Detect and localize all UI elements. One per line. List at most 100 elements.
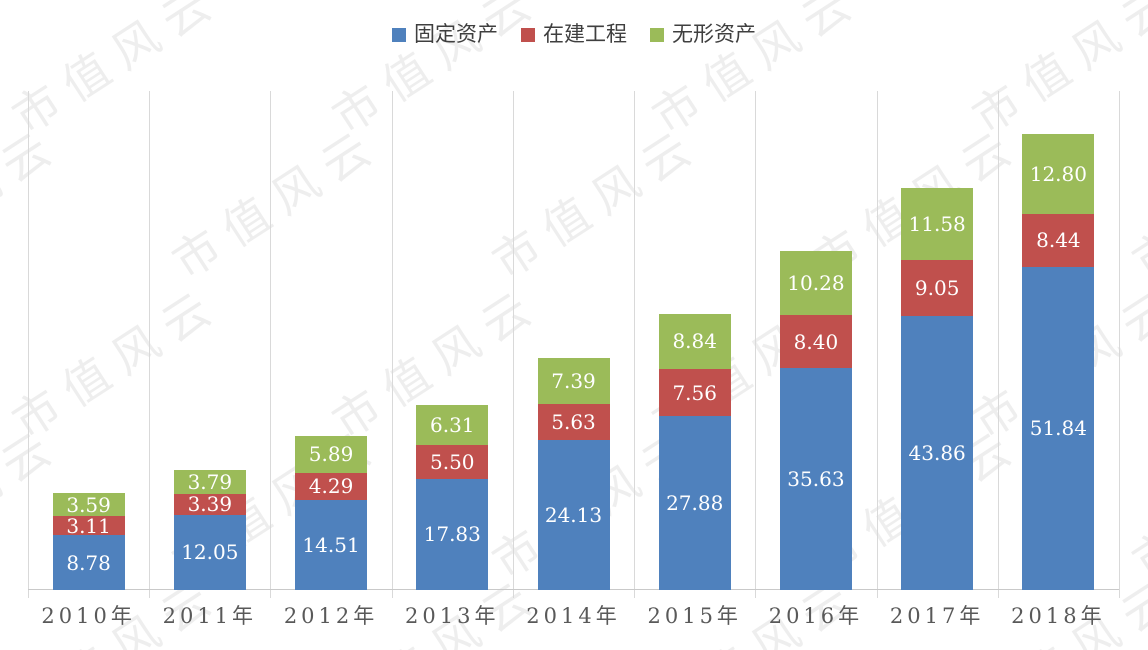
category-gridline: [149, 91, 151, 590]
x-axis-tick: [512, 590, 514, 598]
x-axis-label: 2016年: [768, 604, 864, 628]
value-label: 6.31: [430, 412, 475, 437]
x-axis-label: 2017年: [889, 604, 985, 628]
x-axis-label: 2011年: [162, 604, 258, 628]
bar-segment-无形资产: 8.84: [658, 313, 731, 369]
value-label: 24.13: [544, 502, 603, 527]
category-gridline: [270, 91, 272, 590]
stacked-bar-2011年: 3.79 3.39 12.05: [173, 469, 246, 590]
x-axis-tick: [1119, 590, 1120, 598]
bar-segment-在建工程: 9.05: [901, 260, 974, 317]
bar-segment-在建工程: 8.44: [1022, 214, 1095, 267]
value-label: 5.89: [308, 442, 354, 467]
stacked-bar-2016年: 10.28 8.40 35.63: [779, 251, 852, 590]
x-axis-label: 2014年: [526, 604, 621, 628]
plot-area: 3.59 3.11 8.78 3.79 3.39 12.05 5.89 4.29 14.51 6.…: [28, 91, 1120, 598]
x-axis-tick: [997, 590, 999, 598]
category-gridline: [997, 91, 999, 590]
bar-segment-无形资产: 7.39: [537, 358, 610, 405]
bar-segment-在建工程: 3.39: [173, 492, 246, 517]
stacked-bar-2018年: 12.80 8.44 51.84: [1022, 134, 1095, 590]
bar-segment-无形资产: 11.58: [901, 187, 974, 260]
value-label: 17.83: [423, 522, 481, 547]
bar-segment-在建工程: 5.50: [416, 444, 489, 479]
category-gridline: [391, 91, 393, 590]
legend-label-intangible-assets: 无形资产: [672, 22, 756, 46]
value-label: 7.56: [672, 380, 717, 405]
value-label: 8.78: [66, 550, 111, 575]
bar-segment-固定资产: 51.84: [1022, 266, 1095, 590]
bar-segment-固定资产: 27.88: [658, 416, 731, 590]
bar-segment-固定资产: 35.63: [779, 367, 852, 590]
value-label: 12.80: [1029, 162, 1087, 187]
bar-segment-固定资产: 8.78: [52, 535, 125, 590]
stacked-bar-2010年: 3.59 3.11 8.78: [52, 492, 125, 590]
watermark-text: 市值风云: [1122, 115, 1148, 290]
legend-label-fixed-assets: 固定资产: [414, 22, 498, 46]
category-gridline: [634, 91, 636, 590]
value-label: 51.84: [1029, 416, 1087, 441]
value-label: 11.58: [908, 211, 966, 236]
bar-segment-无形资产: 5.89: [295, 436, 368, 473]
value-label: 8.84: [672, 329, 717, 354]
bar-segment-无形资产: 10.28: [779, 251, 852, 316]
legend-item-fixed-assets: 固定资产: [392, 24, 498, 45]
x-axis-tick: [391, 590, 393, 598]
bar-segment-固定资产: 12.05: [173, 514, 246, 590]
bar-segment-在建工程: 7.56: [658, 368, 731, 417]
legend-swatch-fixed-assets: [392, 27, 406, 42]
bar-segment-在建工程: 3.11: [52, 513, 125, 538]
value-label: 7.39: [551, 369, 596, 394]
legend-label-construction-in-progress: 在建工程: [543, 22, 627, 46]
value-label: 5.63: [551, 409, 596, 434]
bar-segment-在建工程: 5.63: [537, 404, 610, 440]
stacked-bar-2013年: 6.31 5.50 17.83: [416, 405, 489, 590]
stacked-bar-2014年: 7.39 5.63 24.13: [537, 358, 610, 590]
bar-segment-在建工程: 8.40: [779, 315, 852, 368]
bar-segment-无形资产: 6.31: [416, 405, 489, 445]
bar-segment-无形资产: 3.79: [173, 469, 246, 494]
value-label: 12.05: [181, 540, 239, 565]
bar-segment-无形资产: 12.80: [1022, 134, 1095, 215]
stacked-bar-2015年: 8.84 7.56 27.88: [658, 313, 731, 590]
value-label: 27.88: [666, 491, 724, 516]
x-axis-label: 2010年: [41, 604, 136, 628]
legend-swatch-intangible-assets: [650, 27, 664, 42]
x-axis-tick: [634, 590, 636, 598]
value-label: 3.79: [187, 469, 233, 494]
value-label: 3.11: [66, 513, 111, 538]
bar-segment-固定资产: 43.86: [901, 316, 974, 590]
stacked-bar-2012年: 5.89 4.29 14.51: [295, 436, 368, 590]
chart-legend: 固定资产 在建工程 无形资产: [0, 24, 1148, 45]
bar-segment-在建工程: 4.29: [295, 472, 368, 500]
x-axis-tick: [876, 590, 878, 598]
legend-swatch-construction-in-progress: [521, 27, 535, 42]
x-axis-label: 2013年: [405, 604, 500, 628]
x-axis-tick: [270, 590, 272, 598]
category-gridline: [1119, 91, 1120, 590]
value-label: 35.63: [787, 466, 845, 491]
value-label: 8.44: [1036, 228, 1081, 253]
bar-segment-固定资产: 24.13: [537, 439, 610, 590]
value-label: 8.40: [793, 329, 839, 354]
x-axis-tick: [149, 590, 151, 598]
value-label: 3.39: [187, 492, 233, 517]
legend-item-intangible-assets: 无形资产: [650, 24, 756, 45]
value-label: 3.59: [66, 492, 111, 517]
watermark-text: 市值风云: [1122, 415, 1148, 590]
value-label: 10.28: [787, 271, 845, 296]
category-gridline: [755, 91, 757, 590]
category-gridline: [512, 91, 514, 590]
category-gridline: [876, 91, 878, 590]
stacked-bar-2017年: 11.58 9.05 43.86: [901, 187, 974, 590]
bar-segment-固定资产: 17.83: [416, 478, 489, 590]
x-axis-label: 2015年: [647, 604, 742, 628]
category-gridline: [28, 91, 29, 590]
value-label: 43.86: [908, 441, 966, 466]
x-axis: 2010年 2011年 2012年 2013年 2014年 2015年 2016年 2017年…: [0, 600, 1148, 634]
value-label: 5.50: [430, 449, 475, 474]
value-label: 4.29: [308, 474, 354, 499]
legend-item-construction-in-progress: 在建工程: [521, 24, 627, 45]
x-axis-label: 2018年: [1011, 604, 1106, 628]
